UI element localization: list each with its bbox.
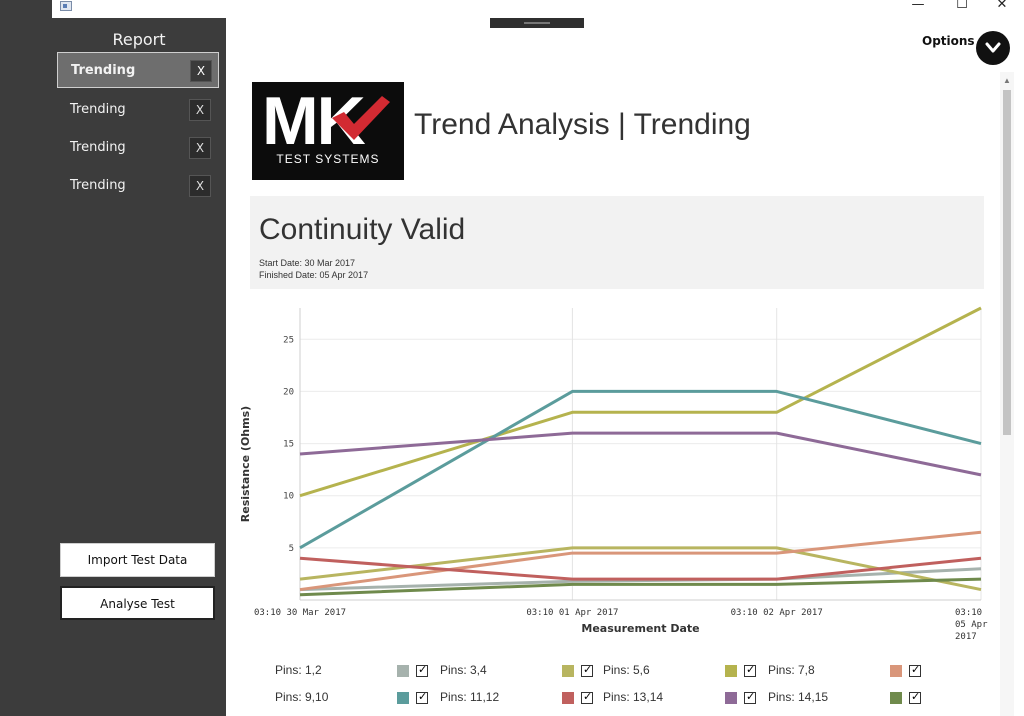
legend-swatch — [397, 665, 409, 677]
series-visibility-checkbox[interactable] — [909, 690, 921, 704]
legend-label: Pins: 9,10 — [275, 690, 329, 704]
minimize-button[interactable]: — — [911, 0, 925, 12]
legend-swatch — [397, 692, 409, 704]
legend-swatch — [562, 665, 574, 677]
maximize-button[interactable]: ☐ — [956, 0, 968, 12]
options-label: Options — [922, 34, 975, 48]
desktop-background — [0, 0, 52, 716]
app-window: — ☐ ✕ Report Trending X Trending X Trend… — [52, 0, 1024, 716]
chevron-down-icon — [985, 42, 1001, 53]
close-report-button[interactable]: X — [189, 175, 211, 197]
analyse-test-button[interactable]: Analyse Test — [60, 586, 215, 620]
legend-label: Pins: 7,8 — [768, 663, 815, 677]
start-date: Start Date: 30 Mar 2017 — [259, 258, 356, 268]
legend-swatch — [890, 665, 902, 677]
drag-handle[interactable] — [490, 18, 584, 28]
vertical-scrollbar[interactable]: ▲ — [1000, 72, 1014, 716]
legend-swatch — [890, 692, 902, 704]
series-line — [299, 556, 982, 581]
y-axis-label: Resistance (Ohms) — [239, 406, 252, 522]
series-line — [299, 431, 982, 477]
test-name: Continuity Valid — [259, 213, 466, 246]
test-summary-panel: Continuity Valid Start Date: 30 Mar 2017… — [250, 196, 984, 289]
legend-label: Pins: 5,6 — [603, 663, 650, 677]
y-tick-label: 25 — [283, 335, 294, 345]
logo-check-icon — [332, 96, 390, 140]
app-icon — [60, 1, 72, 11]
x-tick-label: 03:10 01 Apr 2017 — [526, 608, 618, 618]
legend-label: Pins: 13,14 — [603, 690, 664, 704]
y-tick-label: 15 — [283, 440, 294, 450]
legend-label: Pins: 14,15 — [768, 690, 829, 704]
series-visibility-checkbox[interactable] — [416, 663, 428, 677]
report-sidebar: Report Trending X Trending X Trending X … — [52, 18, 226, 716]
x-tick-label: 03:10 30 Mar 2017 — [254, 608, 346, 618]
sidebar-title: Report — [112, 30, 166, 49]
legend-swatch — [725, 665, 737, 677]
close-report-button[interactable]: X — [190, 60, 212, 82]
title-bar: — ☐ ✕ — [52, 0, 1024, 18]
import-test-data-button[interactable]: Import Test Data — [60, 543, 215, 577]
report-tab-2[interactable]: Trending X — [57, 92, 219, 128]
report-tab-label: Trending — [70, 140, 126, 155]
series-visibility-checkbox[interactable] — [744, 663, 756, 677]
report-tab-label: Trending — [70, 178, 126, 193]
y-tick-label: 20 — [283, 387, 294, 397]
report-tab-3[interactable]: Trending X — [57, 130, 219, 166]
close-window-button[interactable]: ✕ — [996, 0, 1008, 12]
report-tab-4[interactable]: Trending X — [57, 168, 219, 204]
legend-swatch — [562, 692, 574, 704]
close-report-button[interactable]: X — [189, 137, 211, 159]
series-line — [299, 306, 982, 498]
x-tick-label: 03:10 05 Apr 2017 — [955, 608, 988, 642]
legend-label: Pins: 1,2 — [275, 663, 322, 677]
legend-swatch — [725, 692, 737, 704]
series-line — [299, 389, 982, 550]
series-visibility-checkbox[interactable] — [416, 690, 428, 704]
series-visibility-checkbox[interactable] — [581, 663, 593, 677]
x-axis-label: Measurement Date — [581, 622, 699, 635]
trend-line-chart: 5 10 15 20 25 03:10 30 Mar 2017 03:10 01 Apr 2… — [239, 306, 988, 642]
series-visibility-checkbox[interactable] — [744, 690, 756, 704]
series-line — [299, 530, 982, 592]
x-tick-label: 03:10 02 Apr 2017 — [731, 608, 823, 618]
series-visibility-checkbox[interactable] — [581, 690, 593, 704]
report-tab-label: Trending — [70, 102, 126, 117]
report-tab-label: Trending — [71, 63, 136, 78]
series-visibility-checkbox[interactable] — [909, 663, 921, 677]
logo-subtitle: TEST SYSTEMS — [276, 152, 380, 166]
report-tab-1[interactable]: Trending X — [57, 52, 219, 88]
report-title: Trend Analysis | Trending — [414, 108, 751, 141]
y-tick-label: 5 — [289, 544, 294, 554]
series-line — [299, 577, 982, 597]
finished-date: Finished Date: 05 Apr 2017 — [259, 270, 369, 280]
scroll-up-arrow-icon[interactable]: ▲ — [1003, 76, 1011, 85]
mk-logo: MK TEST SYSTEMS — [252, 82, 404, 180]
options-button[interactable] — [976, 31, 1010, 65]
y-tick-label: 10 — [283, 492, 294, 502]
legend-label: Pins: 3,4 — [440, 663, 487, 677]
scrollbar-thumb[interactable] — [1003, 90, 1011, 435]
close-report-button[interactable]: X — [189, 99, 211, 121]
legend-label: Pins: 11,12 — [440, 690, 500, 704]
